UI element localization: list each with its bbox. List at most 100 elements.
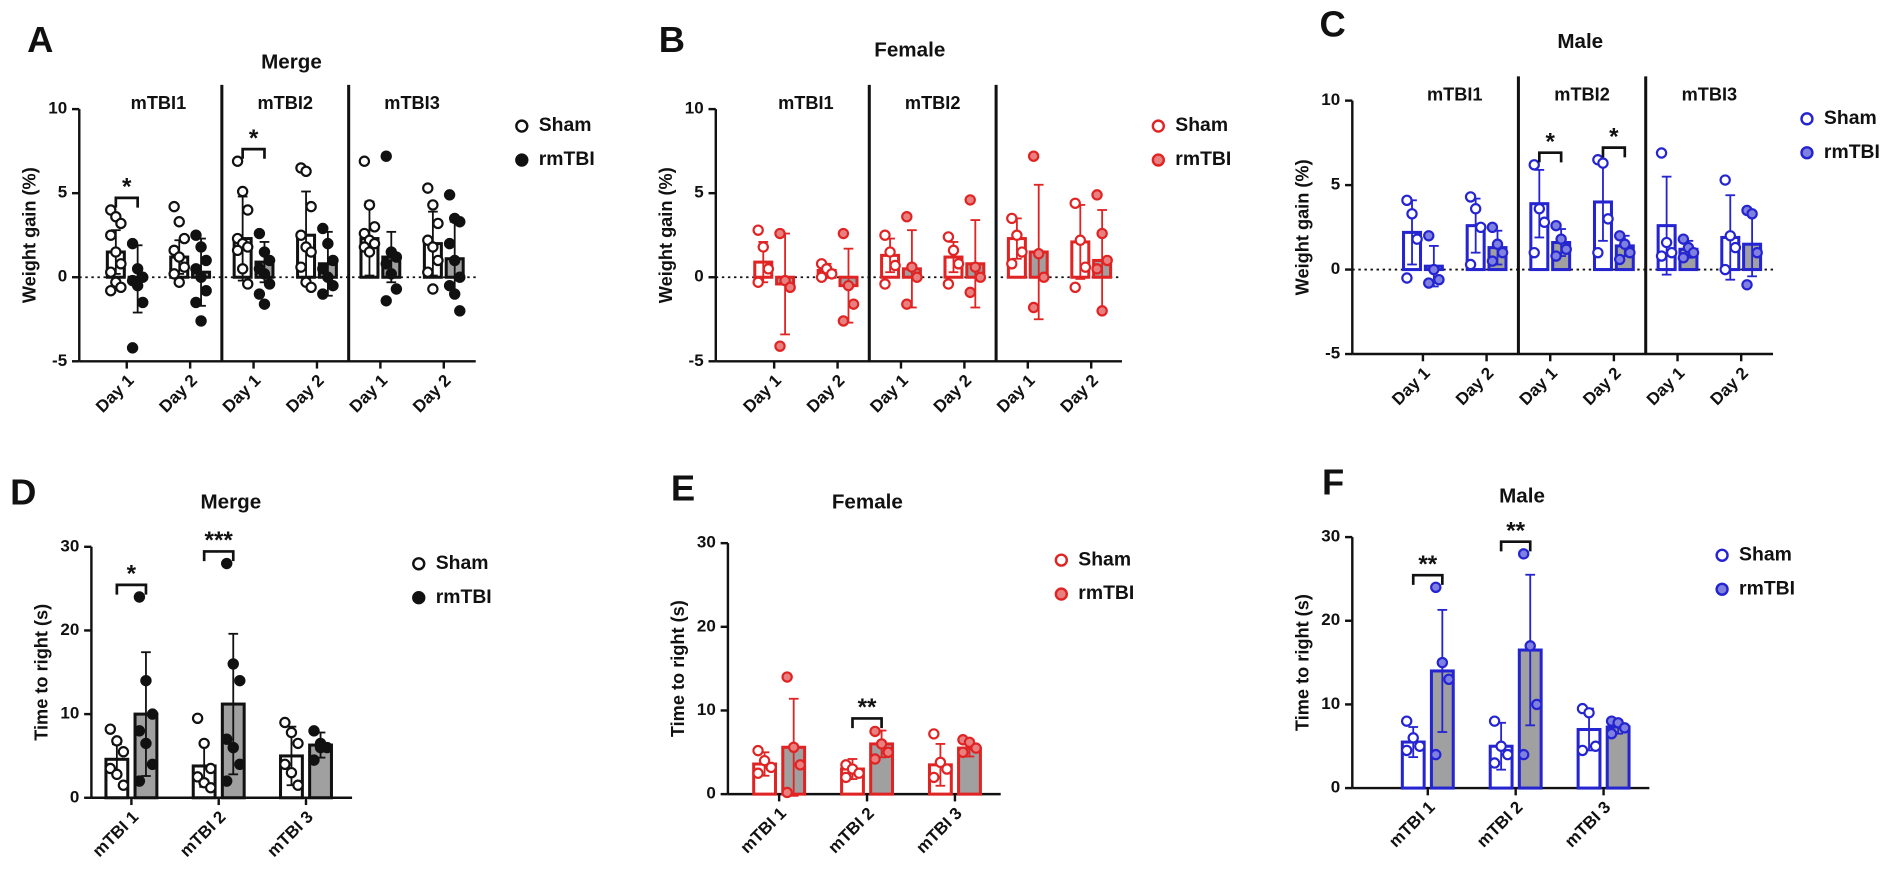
data-point (221, 557, 233, 570)
data-point (882, 746, 894, 759)
data-point (1729, 241, 1742, 254)
x-tick-label: Day 1 (993, 371, 1038, 416)
data-point (390, 251, 403, 263)
data-point (198, 737, 210, 750)
data-point (875, 738, 888, 750)
data-point (205, 782, 217, 794)
chart-title: Merge (261, 50, 322, 73)
data-point (173, 276, 185, 288)
data-point (1423, 277, 1435, 289)
significance-bracket (851, 717, 883, 729)
data-point (110, 246, 122, 258)
data-point (1407, 732, 1419, 744)
data-point (1531, 698, 1543, 711)
y-tick-label: -5 (52, 351, 67, 370)
y-tick-label: 30 (1321, 527, 1340, 546)
x-tick-label: Day 2 (1452, 364, 1497, 409)
significance-label: * (122, 174, 132, 201)
significance-bracket (1537, 151, 1563, 163)
data-point (1624, 246, 1636, 259)
y-tick-label: 10 (1321, 694, 1340, 713)
data-point (115, 258, 127, 270)
data-point (1618, 722, 1631, 734)
data-point (258, 298, 271, 310)
data-point (1538, 216, 1551, 228)
significance-bracket (1601, 146, 1627, 158)
data-point (443, 237, 456, 250)
data-point (105, 266, 117, 278)
data-point (1719, 263, 1731, 276)
legend-marker (1715, 548, 1729, 562)
x-tick-label: mTBI 2 (824, 804, 877, 857)
data-point (242, 241, 254, 253)
data-point (236, 185, 249, 198)
data-point (427, 241, 439, 253)
data-point (111, 735, 123, 747)
data-point (1687, 246, 1700, 259)
data-point (1406, 208, 1418, 220)
data-point (1528, 246, 1540, 259)
data-point (1400, 744, 1413, 757)
data-point (195, 271, 207, 283)
data-point (1475, 221, 1487, 234)
significance-bracket (202, 550, 235, 562)
data-point (840, 771, 852, 784)
x-tick-label: mTBI 1 (89, 807, 142, 860)
legend-label: Sham (539, 114, 592, 136)
data-point (1428, 263, 1440, 276)
x-tick-label: mTBI 1 (737, 804, 790, 857)
data-point (1433, 273, 1445, 286)
data-point (774, 340, 786, 352)
data-point (1436, 656, 1449, 669)
y-tick-label: 10 (697, 700, 716, 719)
data-point (285, 726, 298, 739)
data-point (131, 279, 144, 292)
x-tick-label: Day 2 (1707, 364, 1752, 409)
y-tick-label: 0 (1331, 778, 1340, 797)
data-point (1079, 261, 1092, 273)
legend-label: rmTBI (1175, 148, 1231, 170)
data-point (105, 284, 117, 297)
data-point (242, 278, 254, 290)
data-point (1666, 246, 1678, 259)
data-point (1038, 271, 1050, 283)
data-point (781, 671, 793, 683)
data-point (236, 263, 249, 275)
data-point (227, 741, 239, 754)
data-point (1488, 715, 1501, 727)
chart-title: Female (874, 38, 945, 61)
data-point (140, 674, 152, 687)
y-tick-label: 20 (1321, 610, 1340, 629)
data-point (752, 224, 764, 236)
legend-marker (412, 591, 426, 605)
data-point (253, 227, 266, 240)
data-point (974, 271, 987, 283)
x-tick-label: Day 2 (156, 371, 201, 416)
data-point (752, 767, 764, 779)
data-point (178, 261, 191, 273)
data-point (115, 217, 127, 230)
group-label: mTBI1 (778, 93, 834, 113)
data-point (1741, 279, 1753, 291)
data-point (1501, 748, 1514, 761)
data-point (752, 276, 764, 288)
data-point (133, 725, 146, 737)
data-point (1006, 212, 1018, 225)
data-point (221, 775, 233, 787)
data-point (322, 271, 334, 283)
data-point (380, 295, 392, 307)
data-point (263, 278, 276, 290)
data-point (195, 315, 207, 327)
data-point (1677, 233, 1690, 245)
x-tick-label: mTBI 3 (1561, 798, 1614, 851)
data-point (969, 261, 982, 273)
data-point (1400, 715, 1413, 727)
data-point (133, 591, 146, 603)
legend-marker (412, 557, 426, 571)
data-point (1589, 740, 1602, 752)
y-tick-label: 0 (706, 784, 715, 803)
data-point (111, 768, 123, 781)
x-tick-label: mTBI 1 (1385, 798, 1438, 851)
data-point (432, 217, 444, 230)
data-point (1101, 254, 1113, 267)
